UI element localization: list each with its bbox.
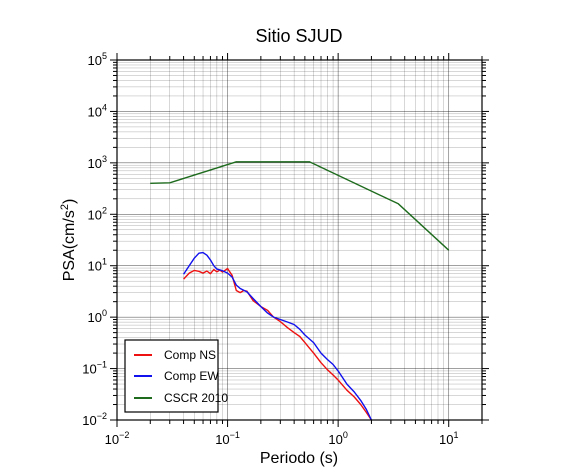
y-tick-label: 10−2 (82, 411, 107, 428)
legend-label-comp-ns: Comp NS (164, 348, 216, 362)
x-tick-label: 100 (328, 430, 347, 447)
series-layer (150, 161, 450, 421)
y-tick-label: 101 (88, 257, 107, 274)
legend: Comp NS Comp EW CSCR 2010 (124, 339, 228, 413)
y-axis-label-main: PSA(cm/s (61, 210, 78, 281)
y-tick-label: 103 (88, 154, 107, 171)
legend-label-cscr-2010: CSCR 2010 (164, 391, 228, 405)
y-axis-label-superscript: 2 (59, 204, 71, 210)
y-tick-label: 100 (88, 308, 107, 325)
y-axis-label-end: ) (61, 199, 78, 204)
chart-title: Sitio SJUD (255, 26, 342, 46)
y-axis-label: PSA(cm/s2) (59, 199, 78, 282)
grid (116, 59, 483, 421)
axis-ticks (110, 53, 489, 427)
x-axis-label: Periodo (s) (260, 450, 338, 467)
series-line-comp-ew (183, 251, 373, 421)
y-tick-label: 102 (88, 205, 107, 222)
x-tick-label: 10−1 (215, 430, 240, 447)
x-tick-label: 101 (439, 430, 458, 447)
y-tick-label: 105 (88, 51, 107, 68)
x-tick-labels: 10−2 10−1 100 101 (105, 430, 459, 447)
series-line-cscr-2010 (150, 161, 450, 251)
x-tick-label: 10−2 (105, 430, 130, 447)
y-tick-labels: 10−2 10−1 100 101 102 103 104 105 (82, 51, 107, 428)
y-tick-label: 104 (88, 102, 107, 119)
legend-label-comp-ew: Comp EW (164, 369, 219, 383)
plot-frame (116, 59, 483, 421)
y-tick-label: 10−1 (82, 360, 107, 377)
